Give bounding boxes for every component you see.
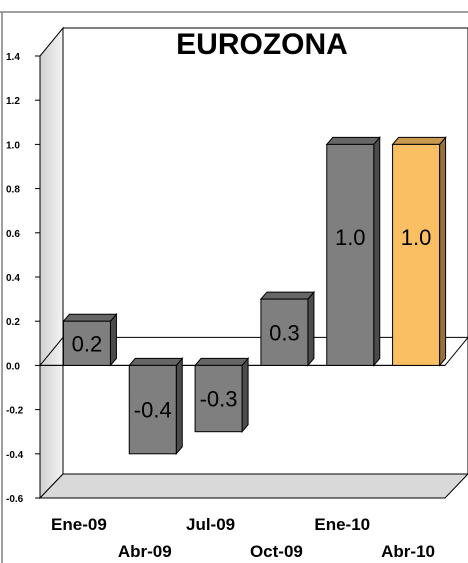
side-wall (39, 26, 64, 500)
y-tick-label: -0.6 (6, 494, 24, 505)
bar-front-face (326, 143, 375, 366)
x-tick-label: Abr-09 (118, 542, 172, 561)
bar-front-face (392, 143, 441, 366)
bar (391, 136, 447, 367)
data-label: 1.0 (330, 222, 371, 253)
y-axis: 1.4 1.2 1.0 0.8 0.6 0.4 0.2 0.0 -0.2 -0.4 -0.6 (6, 52, 40, 505)
data-label-box (132, 394, 173, 425)
x-tick-label: Ene-10 (314, 515, 370, 534)
data-label: 0.2 (66, 328, 107, 359)
data-label-box (330, 222, 371, 253)
y-tick-label: -0.4 (6, 450, 24, 461)
data-label-text: 0.2 (72, 331, 103, 356)
bar-side-face (373, 136, 381, 367)
x-tick-label: Oct-09 (250, 542, 303, 561)
data-label-text: -0.3 (200, 387, 238, 412)
data-label-box (198, 383, 239, 414)
y-tick-label: 1.2 (6, 96, 20, 107)
bar-side-face (307, 290, 315, 367)
y-tick-label: 1.4 (6, 52, 20, 63)
bar-top-face (128, 357, 184, 366)
data-label-text: 1.0 (401, 225, 432, 250)
y-tick-label: 0.2 (6, 317, 20, 328)
x-tick-label: Jul-09 (186, 515, 235, 534)
bar-top-face (259, 291, 316, 300)
chart-title: EUROZONA (176, 28, 348, 61)
y-tick-label: 0.6 (6, 229, 20, 240)
y-tick-label: 1.0 (6, 140, 20, 151)
bar-top-face (62, 313, 118, 322)
bar (325, 136, 381, 367)
bar-top-face (325, 136, 381, 145)
bar-side-face (439, 136, 447, 367)
data-label: -0.4 (132, 394, 173, 425)
bar-top-face (193, 357, 250, 366)
x-axis: Ene-09 Abr-09 Jul-09 Oct-09 Ene-10 Abr-10 (51, 515, 435, 561)
bar-side-face (241, 357, 249, 434)
x-tick-label: Ene-09 (51, 515, 107, 534)
data-label-box (66, 328, 107, 359)
x-tick-label: Abr-10 (381, 542, 435, 561)
bar-top-face (391, 136, 447, 145)
y-tick-label: 0.4 (6, 273, 20, 284)
data-label: 0.3 (264, 317, 305, 348)
data-label-text: 0.3 (269, 320, 300, 345)
floor (38, 473, 468, 499)
data-label-box (396, 222, 437, 253)
bar-side-face (109, 312, 117, 367)
data-label-box (264, 317, 305, 348)
data-label: -0.3 (198, 383, 239, 414)
y-tick-label: 0.8 (6, 185, 20, 196)
y-tick-label: 0.0 (6, 361, 20, 372)
data-label: 1.0 (396, 222, 437, 253)
bar-side-face (175, 357, 183, 456)
data-label-text: 1.0 (335, 225, 366, 250)
data-labels: 0.2 -0.4 -0.3 0.3 1.0 1.0 (66, 222, 437, 425)
y-tick-label: -0.2 (6, 406, 24, 417)
data-label-text: -0.4 (134, 398, 172, 423)
